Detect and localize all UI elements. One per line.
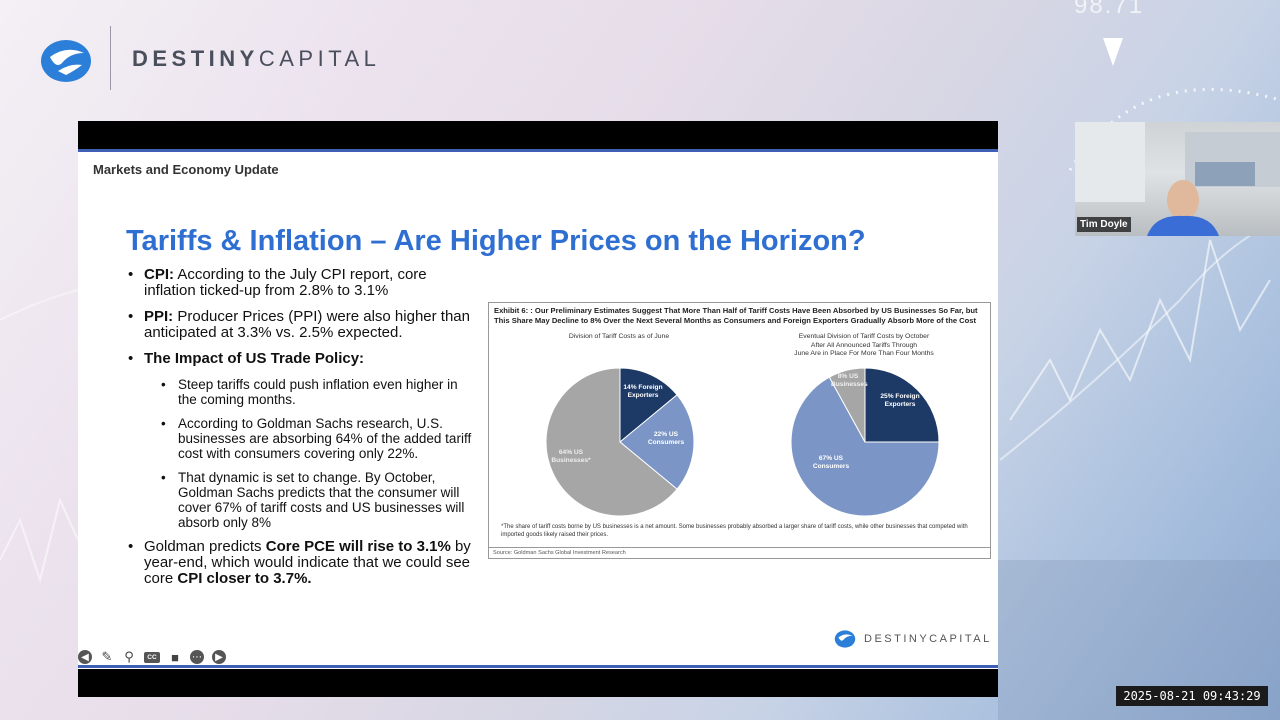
- pie-left-label-0: 14% Foreign Exporters: [623, 384, 663, 399]
- slide-bottom-bar: [78, 665, 998, 668]
- sub-bullet: That dynamic is set to change. By Octobe…: [126, 470, 476, 530]
- pie-right-label-0: 25% Foreign Exporters: [880, 393, 920, 408]
- brand-divider: [110, 26, 111, 90]
- bullet-ppi: PPI: Producer Prices (PPI) were also hig…: [126, 309, 476, 341]
- right-pie-subtitle: Eventual Division of Tariff Costs by Oct…: [794, 333, 934, 357]
- presentation-toolbar: ◀ ✎ ⚲ CC ■ ⋯ ▶: [78, 649, 234, 665]
- camera-icon[interactable]: ■: [171, 649, 179, 665]
- slide-title: Tariffs & Inflation – Are Higher Prices …: [126, 225, 866, 257]
- participant-video[interactable]: Tim Doyle: [1075, 122, 1280, 236]
- background-number: 98.71: [1074, 0, 1145, 19]
- bullet-cpi: CPI: According to the July CPI report, c…: [126, 267, 476, 299]
- previous-slide-icon[interactable]: ◀: [78, 650, 92, 664]
- recording-timestamp: 2025-08-21 09:43:29: [1116, 686, 1268, 706]
- bullet-list: CPI: According to the July CPI report, c…: [126, 267, 476, 597]
- pie-chart-june: [545, 367, 695, 517]
- left-pie-subtitle: Division of Tariff Costs as of June: [568, 333, 670, 340]
- pie-june-slice-1: [619, 394, 695, 490]
- sub-bullet: Steep tariffs could push inflation even …: [126, 377, 476, 407]
- pie-chart-october: [790, 367, 940, 517]
- exhibit-title: Exhibit 6: : Our Preliminary Estimates S…: [494, 306, 978, 325]
- more-options-icon[interactable]: ⋯: [190, 650, 204, 664]
- pie-june-slice-0: [619, 367, 678, 444]
- exhibit-footnote: *The share of tariff costs borne by US b…: [501, 524, 968, 538]
- slide-logo-text: DESTINYCAPITAL: [864, 633, 992, 645]
- brand-name: DESTINYCAPITAL: [132, 46, 381, 71]
- captions-button[interactable]: CC: [144, 651, 160, 663]
- exhibit-chart: Exhibit 6: : Our Preliminary Estimates S…: [488, 302, 991, 559]
- pie-june-slice-2: [545, 367, 678, 517]
- bullet-trade-policy: The Impact of US Trade Policy:: [126, 351, 476, 368]
- pie-left-label-1: 22% US Consumers: [647, 431, 685, 446]
- destiny-capital-small-logo-icon: [834, 630, 856, 648]
- bullet-goldman: Goldman predicts Core PCE will rise to 3…: [126, 539, 476, 587]
- exhibit-source: Source: Goldman Sachs Global Investment …: [489, 547, 990, 558]
- participant-name: Tim Doyle: [1077, 217, 1131, 232]
- sub-bullet: According to Goldman Sachs research, U.S…: [126, 416, 476, 461]
- pen-icon[interactable]: ✎: [101, 649, 113, 664]
- slide-footer-logo: DESTINYCAPITAL: [834, 630, 992, 648]
- participant-video-feed: [1075, 122, 1280, 236]
- brand-header: DESTINYCAPITAL: [40, 26, 376, 90]
- pie-october-slice-2: [828, 367, 866, 443]
- pie-right-label-1: 67% US Consumers: [812, 455, 850, 470]
- pie-right-label-2: 8% US Businesses: [831, 373, 868, 388]
- zoom-icon[interactable]: ⚲: [124, 649, 134, 664]
- next-slide-icon[interactable]: ▶: [212, 650, 226, 664]
- pie-october-slice-0: [864, 367, 940, 443]
- destiny-capital-logo-icon: [41, 40, 91, 82]
- slide-section-title: Markets and Economy Update: [93, 162, 279, 177]
- pie-october-slice-1: [790, 376, 940, 517]
- presentation-frame: Markets and Economy Update Tariffs & Inf…: [78, 121, 998, 697]
- slide: Markets and Economy Update Tariffs & Inf…: [78, 149, 998, 669]
- pie-left-label-2: 64% US Businesses*: [551, 449, 591, 464]
